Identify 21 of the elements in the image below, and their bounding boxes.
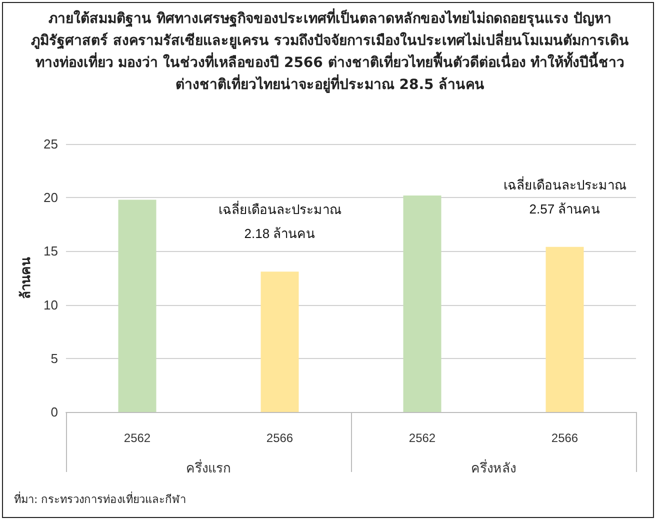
bar: [118, 200, 156, 412]
chart-title: ภายใต้สมมติฐาน ทิศทางเศรษฐกิจของประเทศที่เป็นตลาดหลักของไทยไม่ถดถอยรุนแรง ปัญหาภูมิรัฐศาสตร์ สงครามรัสเซียและยูเครน รวมถึงปัจจัยการเมืองในประเทศไม่เปลี่ยนโมเมนตัมการเดินทางท่องเที่ยว มองว่า ในช่วงที่เหลือของปี 2566 ต่างชาติเที่ยวไทยฟื้นตัวดีต่อเนื่อง ทำให้ทั้งปีนี้ชาวต่างชาติเที่ยวไทยน่าจะอยู่ที่ประมาณ 28.5 ล้านคน: [30, 8, 630, 95]
annotation: เฉลี่ยเดือนละประมาณ 2.57 ล้านคน: [503, 176, 626, 216]
bar: [403, 195, 442, 412]
x-tick-label: 2566: [266, 431, 294, 445]
y-tick-label: 15: [44, 244, 58, 259]
y-tick-label: 0: [50, 404, 58, 420]
bar: [546, 246, 584, 412]
y-tick-label: 25: [44, 136, 58, 152]
x-tick-label: 2566: [551, 431, 578, 445]
text: ครึ่งแรก: [186, 460, 231, 476]
text: ที่มา: กระทรวงการท่องเที่ยวและกีฬา: [14, 490, 186, 508]
y-tick-label: 20: [44, 190, 58, 206]
x-tick-label: 2562: [408, 431, 436, 445]
bar: [260, 272, 299, 412]
y-tick-label: 10: [44, 297, 58, 312]
text: ครึ่งหลัง: [471, 460, 516, 476]
y-axis-title: ล้านคน: [18, 257, 33, 299]
annotation: เฉลี่ยเดือนละประมาณ 2.18 ล้านคน: [218, 201, 342, 242]
x-tick-label: 2562: [124, 431, 151, 445]
y-tick-label: 5: [50, 350, 58, 366]
